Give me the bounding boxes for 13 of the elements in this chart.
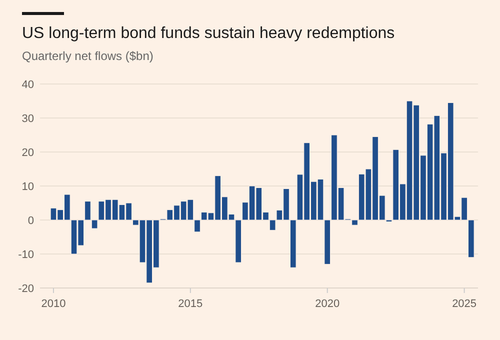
y-tick-label: 40 <box>22 79 34 91</box>
y-tick-label: 30 <box>22 113 34 125</box>
x-tick-label: 2025 <box>452 298 477 310</box>
y-tick-label: 0 <box>28 215 34 227</box>
x-tick-label: 2010 <box>41 298 66 310</box>
y-tick-label: -10 <box>18 249 34 261</box>
y-tick-label: 20 <box>22 147 34 159</box>
x-tick-label: 2020 <box>315 298 340 310</box>
x-tick-label: 2015 <box>178 298 203 310</box>
chart-subtitle: Quarterly net flows ($bn) <box>22 49 154 63</box>
y-tick-label: 10 <box>22 181 34 193</box>
chart-title: US long-term bond funds sustain heavy redemptions <box>22 25 395 42</box>
y-tick-label: -20 <box>18 283 34 295</box>
